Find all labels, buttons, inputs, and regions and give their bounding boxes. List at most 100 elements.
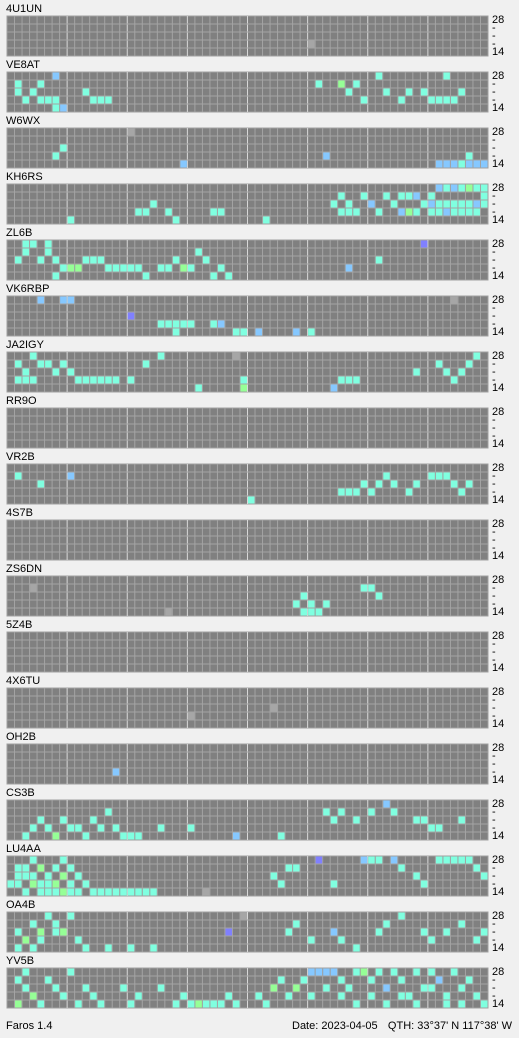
signal-cell bbox=[390, 200, 398, 208]
band-label: 28 bbox=[492, 742, 504, 754]
signal-cell bbox=[30, 584, 37, 592]
signal-cell bbox=[240, 328, 247, 336]
signal-cell bbox=[105, 376, 112, 384]
signal-cell bbox=[450, 296, 458, 304]
signal-cell bbox=[52, 920, 60, 928]
signal-cell bbox=[293, 864, 300, 872]
band-label: 28 bbox=[492, 406, 504, 418]
beacon-label: RR9O bbox=[6, 395, 37, 407]
band-label: - bbox=[492, 198, 496, 210]
beacon-label: CS3B bbox=[6, 787, 35, 799]
signal-cell bbox=[398, 192, 405, 200]
signal-cell bbox=[75, 1000, 82, 1008]
signal-cell bbox=[420, 984, 428, 992]
signal-cell bbox=[15, 864, 22, 872]
signal-cell bbox=[105, 944, 112, 952]
band-label: - bbox=[492, 862, 496, 874]
band-label: - bbox=[492, 94, 496, 106]
signal-cell bbox=[473, 184, 480, 192]
signal-cell bbox=[413, 1000, 420, 1008]
signal-cell bbox=[60, 816, 67, 824]
band-label: - bbox=[492, 478, 496, 490]
band-label: - bbox=[492, 142, 496, 154]
signal-cell bbox=[135, 264, 142, 272]
signal-cell bbox=[338, 976, 345, 984]
signal-cell bbox=[435, 184, 443, 192]
signal-cell bbox=[30, 944, 37, 952]
signal-cell bbox=[30, 824, 37, 832]
signal-cell bbox=[165, 208, 172, 216]
signal-cell bbox=[413, 208, 420, 216]
signal-cell bbox=[225, 272, 232, 280]
signal-cell bbox=[375, 592, 383, 600]
signal-cell bbox=[202, 256, 210, 264]
signal-cell bbox=[435, 208, 443, 216]
signal-cell bbox=[443, 184, 450, 192]
signal-cell bbox=[353, 376, 360, 384]
band-label: 28 bbox=[492, 238, 504, 250]
signal-cell bbox=[360, 856, 368, 864]
signal-cell bbox=[240, 912, 247, 920]
signal-cell bbox=[308, 600, 315, 608]
signal-cell bbox=[45, 976, 52, 984]
signal-cell bbox=[315, 608, 323, 616]
signal-cell bbox=[60, 928, 67, 936]
signal-cell bbox=[127, 312, 135, 320]
band-label: - bbox=[492, 974, 496, 986]
signal-cell bbox=[82, 88, 90, 96]
signal-cell bbox=[338, 208, 345, 216]
signal-cell bbox=[458, 1000, 465, 1008]
band-label: - bbox=[492, 766, 496, 778]
signal-cell bbox=[398, 976, 405, 984]
signal-cell bbox=[82, 944, 90, 952]
signal-cell bbox=[172, 1000, 180, 1008]
band-label: 28 bbox=[492, 574, 504, 586]
signal-cell bbox=[450, 200, 458, 208]
signal-cell bbox=[142, 888, 150, 896]
band-label: 14 bbox=[492, 662, 504, 674]
signal-cell bbox=[323, 968, 330, 976]
band-label: 14 bbox=[492, 46, 504, 58]
signal-cell bbox=[383, 800, 390, 808]
signal-cell bbox=[330, 928, 338, 936]
signal-cell bbox=[67, 880, 75, 888]
signal-cell bbox=[187, 264, 195, 272]
signal-cell bbox=[15, 88, 22, 96]
signal-cell bbox=[285, 928, 293, 936]
signal-cell bbox=[278, 976, 285, 984]
signal-cell bbox=[413, 968, 420, 976]
beacon-label: LU4AA bbox=[6, 843, 42, 855]
signal-cell bbox=[443, 208, 450, 216]
signal-cell bbox=[345, 200, 353, 208]
signal-cell bbox=[30, 880, 37, 888]
signal-cell bbox=[37, 1000, 45, 1008]
signal-cell bbox=[15, 360, 22, 368]
signal-cell bbox=[60, 872, 67, 880]
signal-cell bbox=[135, 832, 142, 840]
band-label: - bbox=[492, 254, 496, 266]
beacon-label: ZL6B bbox=[6, 227, 32, 239]
signal-cell bbox=[97, 824, 105, 832]
band-label: - bbox=[492, 758, 496, 770]
signal-cell bbox=[37, 360, 45, 368]
signal-cell bbox=[315, 968, 323, 976]
band-label: 14 bbox=[492, 886, 504, 898]
signal-cell bbox=[368, 584, 375, 592]
band-label: - bbox=[492, 38, 496, 50]
signal-cell bbox=[30, 992, 37, 1000]
signal-cell bbox=[60, 104, 67, 112]
signal-cell bbox=[225, 928, 232, 936]
signal-cell bbox=[443, 160, 450, 168]
signal-cell bbox=[270, 872, 278, 880]
signal-cell bbox=[338, 488, 345, 496]
signal-cell bbox=[375, 968, 383, 976]
signal-cell bbox=[15, 928, 22, 936]
signal-cell bbox=[45, 888, 52, 896]
beacon-label: VR2B bbox=[6, 451, 35, 463]
signal-cell bbox=[22, 888, 30, 896]
signal-cell bbox=[45, 872, 52, 880]
signal-cell bbox=[300, 976, 308, 984]
signal-cell bbox=[465, 976, 473, 984]
signal-cell bbox=[180, 992, 187, 1000]
signal-cell bbox=[353, 1000, 360, 1008]
